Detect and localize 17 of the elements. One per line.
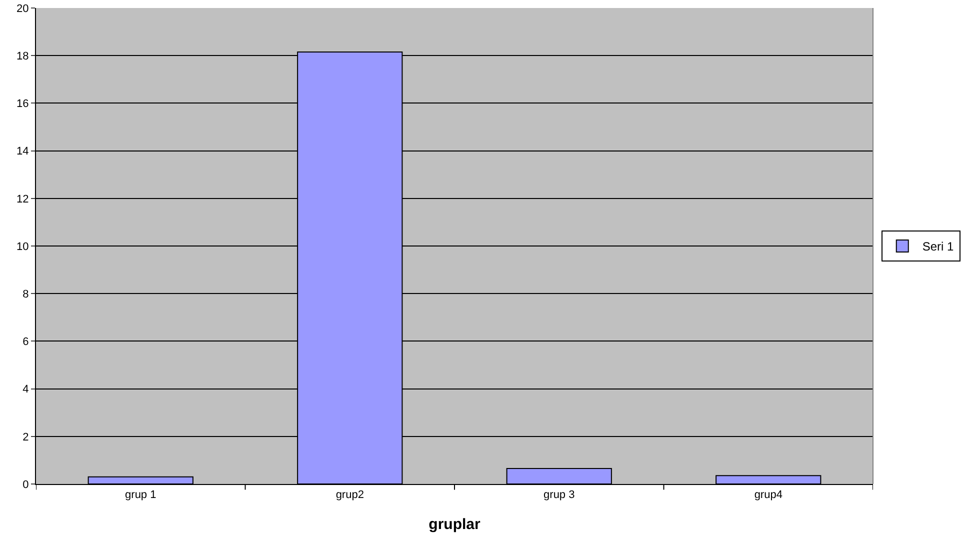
x-tick-label: grup 1 — [125, 489, 156, 502]
x-tick-label: grup 3 — [544, 489, 575, 502]
legend-label: Seri 1 — [922, 240, 954, 254]
y-tick-label: 4 — [22, 384, 29, 396]
y-tick-label: 20 — [16, 2, 29, 15]
y-tick-label: 14 — [16, 146, 29, 158]
y-tick-label: 10 — [16, 240, 29, 253]
y-tick-label: 16 — [16, 98, 29, 110]
x-tick-label: grup4 — [754, 489, 782, 502]
y-tick-label: 8 — [22, 288, 29, 300]
x-axis-title: gruplar — [428, 516, 480, 534]
y-tick-label: 0 — [22, 478, 29, 491]
y-tick-label: 18 — [16, 50, 29, 62]
y-tick-label: 6 — [22, 336, 29, 348]
x-tick-label: grup2 — [336, 489, 364, 502]
y-tick-label: 12 — [16, 193, 29, 206]
y-tick-label: 2 — [22, 431, 29, 444]
